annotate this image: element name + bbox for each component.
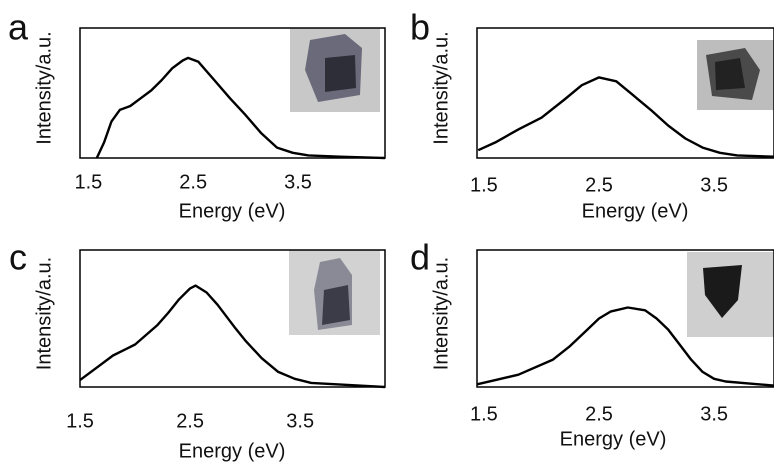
y-axis-label: Intensity/a.u. [33, 31, 55, 144]
plot-frame [476, 27, 774, 159]
inset-b [697, 40, 774, 110]
x-tick-label: 2.5 [179, 171, 207, 193]
spectrum-line [476, 306, 774, 387]
panel-label: a [8, 7, 29, 48]
x-tick-label: 3.5 [284, 171, 312, 193]
x-axis-label: Energy (eV) [179, 440, 286, 462]
x-tick-label: 2.5 [585, 403, 613, 425]
inset-a [290, 28, 380, 112]
x-tick-label: 1.5 [470, 403, 498, 425]
spectrum-line [95, 56, 386, 160]
x-tick-label: 2.5 [176, 410, 204, 432]
x-tick-label: 1.5 [66, 410, 94, 432]
x-tick-label: 3.5 [700, 174, 728, 196]
y-axis-label: Intensity/a.u. [430, 257, 452, 370]
x-axis-label: Energy (eV) [582, 200, 689, 222]
x-tick-label: 2.5 [585, 174, 613, 196]
x-tick-label: 3.5 [286, 410, 314, 432]
x-axis-label: Energy (eV) [560, 428, 667, 450]
inset-c [289, 250, 380, 335]
plot-frame [476, 249, 774, 388]
x-tick-label: 1.5 [470, 174, 498, 196]
y-axis-label: Intensity/a.u. [430, 31, 452, 144]
x-tick-label: 3.5 [700, 403, 728, 425]
inset-d [687, 252, 774, 337]
panel-label: d [410, 237, 430, 278]
panel-label: c [9, 237, 27, 278]
x-tick-label: 1.5 [74, 171, 102, 193]
x-axis-label: Energy (eV) [179, 200, 286, 222]
spectrum-line [79, 284, 386, 389]
plot-frame [79, 249, 386, 388]
panel-label: b [410, 7, 430, 48]
spectrum-line [477, 76, 774, 158]
plot-frame [79, 27, 386, 159]
y-axis-label: Intensity/a.u. [33, 257, 55, 370]
